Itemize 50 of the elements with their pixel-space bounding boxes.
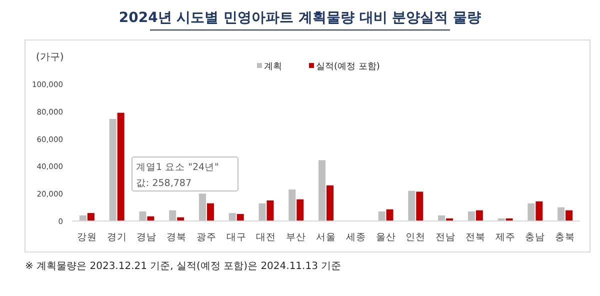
bar xyxy=(416,192,424,221)
x-tick-label: 세종 xyxy=(346,232,366,243)
bar xyxy=(528,203,535,221)
annotation: 값: 258,787 xyxy=(136,178,192,189)
x-tick-label: 광주 xyxy=(196,232,216,243)
bar xyxy=(566,210,573,221)
bar xyxy=(468,211,475,221)
bar xyxy=(206,203,214,221)
x-tick-label: 경북 xyxy=(166,232,187,243)
bar xyxy=(326,185,334,221)
x-tick-label: 경남 xyxy=(136,232,157,243)
x-tick-label: 대전 xyxy=(256,232,276,243)
bar xyxy=(198,194,206,221)
bar xyxy=(228,213,236,221)
x-tick-label: 충남 xyxy=(525,232,546,243)
x-tick-label: 울산 xyxy=(376,232,396,243)
annotation: 계열1 요소 "24년" xyxy=(136,162,219,173)
bar xyxy=(558,207,565,221)
x-tick-label: 서울 xyxy=(316,232,336,243)
tooltip: 계열1 요소 "24년" 값: 258,787 xyxy=(132,156,238,192)
bar xyxy=(169,210,176,221)
bar xyxy=(296,199,304,221)
bar xyxy=(266,200,274,221)
x-tick-label: 강원 xyxy=(76,232,97,243)
x-tick-label: 전북 xyxy=(465,232,486,243)
bar xyxy=(109,118,116,221)
x-tick-label: 부산 xyxy=(286,232,306,243)
bar xyxy=(236,214,244,221)
x-tick-label: 제주 xyxy=(495,232,516,243)
legend-label: 계획 xyxy=(264,62,282,72)
bar xyxy=(386,209,394,221)
chart-title: 2024년 시도별 민영아파트 계획물량 대비 분양실적 물량 xyxy=(118,10,482,26)
bar xyxy=(536,201,543,221)
x-tick-label: 전남 xyxy=(436,232,456,243)
bar xyxy=(318,160,326,221)
bar xyxy=(139,211,146,221)
x-tick-label: 경기 xyxy=(106,232,127,243)
x-tick-label: 대구 xyxy=(226,232,246,243)
bar xyxy=(288,189,296,221)
bar xyxy=(117,112,124,221)
bar xyxy=(87,213,94,221)
bar xyxy=(378,211,386,221)
legend-label: 실적(예정 포함) xyxy=(316,62,380,72)
bar xyxy=(408,190,416,221)
text: ※ 계획물량은 2023.12.21 기준, 실적(예정 포함)은 2024.11.13 기준 xyxy=(25,261,342,272)
bar xyxy=(258,203,266,221)
bar xyxy=(476,210,483,221)
x-tick-label: 인천 xyxy=(406,232,426,243)
x-tick-label: 충북 xyxy=(555,232,576,243)
y-axis-title: (가구) xyxy=(36,52,64,63)
